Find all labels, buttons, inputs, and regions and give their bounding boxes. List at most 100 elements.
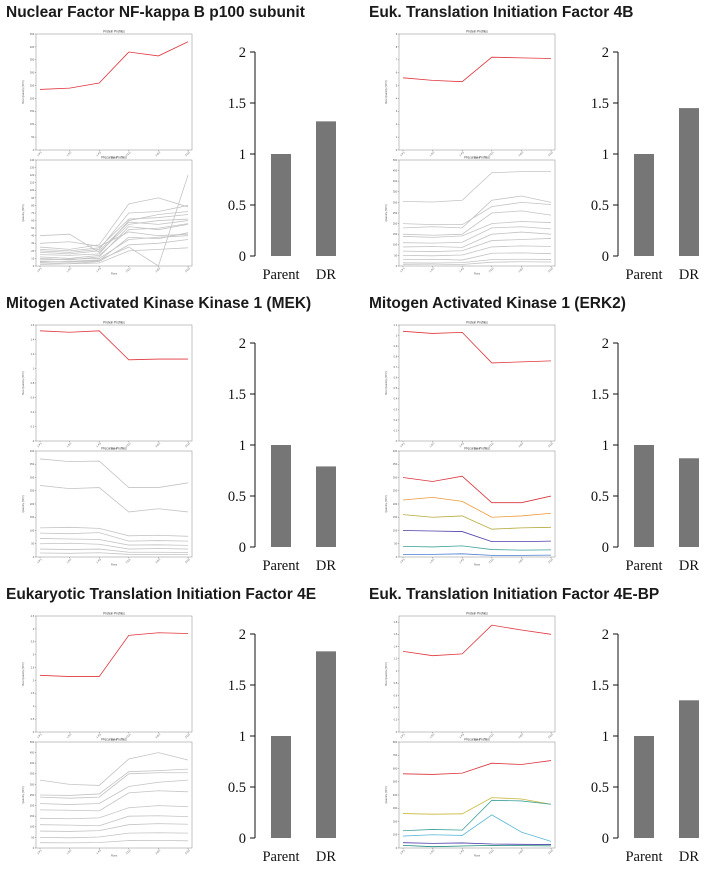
bar-chart: 0 0.5 1 1.5 2 Parent DR	[591, 336, 700, 574]
plot-title: Precursor Profiles	[464, 447, 490, 451]
panel-eif4e-bp: Euk. Translation Initiation Factor 4E-BP…	[363, 582, 726, 873]
x-tick-label: 2-D3	[184, 848, 191, 855]
y-tick-label: 450	[30, 751, 35, 755]
x-tick-label: 1-P3	[458, 266, 465, 273]
plot-title: Precursor Profiles	[101, 447, 127, 451]
y-tick-label: 700	[393, 753, 398, 757]
bar-chart: 0 0.5 1 1.5 2 Parent DR	[228, 627, 337, 865]
profile-line	[402, 56, 552, 83]
y-tick-label: 0.4	[394, 705, 398, 709]
y-tick-label: 150	[393, 232, 398, 236]
y-tick-label: 350	[393, 190, 398, 194]
protein-profile-chart: Protein Profiles 0 0.2 0.4 0.6 0.8 1 1.2 1.4 1.6 1…	[21, 321, 193, 451]
x-axis-label: Runs	[474, 156, 481, 160]
profile-line	[39, 538, 189, 546]
y-tick-label: 2.5	[31, 665, 35, 669]
y-axis-label: Best Quantity (SPV)	[384, 662, 388, 685]
x-tick-label: 2-D3	[184, 150, 191, 157]
y-tick-label: 150	[393, 515, 398, 519]
y-axis-label: Best Quantity (SPV)	[384, 371, 388, 394]
y-tick-label: 400	[30, 45, 35, 49]
profile-line	[39, 542, 189, 550]
x-tick-label: 2-D2	[154, 732, 161, 739]
profile-line	[39, 175, 189, 267]
y-tick-label: 1.6	[394, 632, 398, 636]
bar-y-tick-label: 1.5	[591, 678, 609, 694]
y-tick-label: 250	[30, 793, 35, 797]
x-tick-label: 2-D3	[184, 266, 191, 273]
bar	[271, 154, 291, 256]
bar-y-tick-label: 2	[239, 627, 246, 643]
x-tick-label: 1-P1	[399, 732, 406, 739]
x-tick-label: 1-P1	[36, 266, 43, 273]
y-tick-label: 200	[393, 819, 398, 823]
panel-charts: Protein Profiles 0 0.1 0.2 0.3 0.4 0.5 0.6 0.7 0.…	[384, 321, 700, 575]
y-tick-label: 150	[30, 515, 35, 519]
bar-category-label: Parent	[262, 558, 299, 574]
x-tick-label: 2-D1	[488, 441, 495, 448]
y-tick-label: 2	[33, 678, 35, 682]
x-tick-label: 1-P1	[399, 441, 406, 448]
profile-line	[402, 799, 552, 832]
x-tick-label: 2-D1	[125, 557, 132, 564]
y-tick-label: 450	[393, 169, 398, 173]
x-tick-label: 1-P3	[458, 150, 465, 157]
x-tick-label: 1-P1	[36, 441, 43, 448]
x-tick-label: 1-P3	[458, 732, 465, 739]
profile-line	[39, 235, 189, 261]
panel-charts: Protein Profiles 0 1 2 3 4 5 6 7 8 9 1-P1 1-P2 1-P3 2-…	[384, 30, 699, 284]
y-tick-label: 250	[30, 83, 35, 87]
y-axis-label: Quantity (SPV)	[384, 786, 388, 803]
y-tick-label: 0.2	[31, 424, 35, 428]
y-tick-label: 30	[31, 241, 34, 245]
y-tick-label: 300	[30, 475, 35, 479]
x-axis-label: Runs	[111, 738, 118, 742]
y-tick-label: 0.4	[31, 410, 35, 414]
x-tick-label: 2-D3	[547, 848, 554, 855]
y-tick-label: 500	[393, 780, 398, 784]
y-tick-label: 600	[393, 766, 398, 770]
panel-title: Euk. Translation Initiation Factor 4B	[369, 4, 634, 21]
profile-line	[402, 171, 551, 203]
y-tick-label: 200	[30, 502, 35, 506]
x-tick-label: 1-P3	[95, 150, 102, 157]
bar	[316, 466, 336, 547]
y-tick-label: 300	[393, 475, 398, 479]
y-tick-label: 150	[30, 814, 35, 818]
profile-line	[39, 548, 189, 553]
y-tick-label: 0.2	[394, 718, 398, 722]
profile-line	[402, 330, 552, 364]
x-tick-label: 1-P2	[429, 557, 436, 564]
y-tick-label: 300	[30, 782, 35, 786]
y-tick-label: 0	[33, 439, 35, 443]
bar-y-tick-label: 0.5	[591, 198, 609, 214]
y-tick-label: 250	[30, 489, 35, 493]
y-tick-label: 2	[396, 122, 398, 126]
bar-y-tick-label: 0.5	[591, 489, 609, 505]
y-tick-label: 0.9	[394, 344, 398, 348]
bar-y-tick-label: 0	[239, 249, 246, 265]
y-tick-label: 9	[396, 32, 398, 36]
x-tick-label: 1-P3	[458, 848, 465, 855]
profile-line	[402, 252, 552, 261]
y-tick-label: 150	[30, 109, 35, 113]
precursor-profile-chart: Precursor Profiles 0 10 20 30 40 50 60 70 80 90 100…	[21, 156, 193, 276]
profile-line	[39, 211, 189, 256]
panel-eif4e: Eukaryotic Translation Initiation Factor…	[0, 582, 363, 873]
x-tick-label: 1-P3	[95, 732, 102, 739]
profile-line	[402, 221, 552, 238]
bar-y-tick-label: 0.5	[228, 780, 246, 796]
bar-y-tick-label: 0.5	[591, 780, 609, 796]
x-tick-label: 1-P2	[66, 266, 73, 273]
plot-title: Protein Profiles	[466, 30, 488, 34]
bar-y-tick-label: 1	[239, 438, 246, 454]
y-tick-label: 1.8	[394, 620, 398, 624]
y-tick-label: 0	[33, 148, 35, 152]
bar	[679, 700, 699, 838]
y-axis-label: Quantity (SPV)	[21, 495, 25, 512]
bar	[316, 651, 336, 838]
bar	[271, 445, 291, 547]
y-tick-label: 100	[30, 528, 35, 532]
y-tick-label: 300	[393, 806, 398, 810]
x-tick-label: 1-P2	[66, 150, 73, 157]
